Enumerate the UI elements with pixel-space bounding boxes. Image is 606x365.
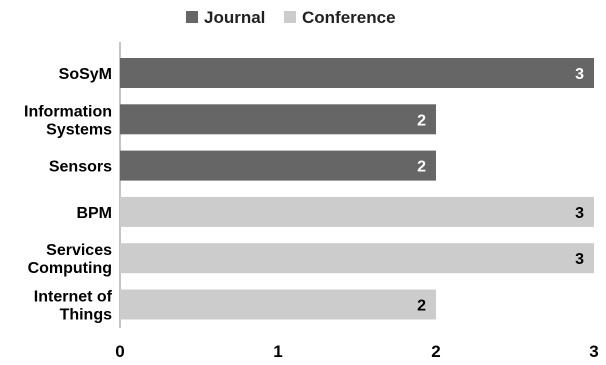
bar-value-label: 3 xyxy=(575,205,584,222)
bar xyxy=(120,104,436,135)
bar xyxy=(120,243,594,274)
x-tick-label: 3 xyxy=(589,342,598,361)
bar xyxy=(120,150,436,181)
bar-value-label: 2 xyxy=(417,159,426,176)
bar xyxy=(120,58,594,88)
legend-label-conference: Conference xyxy=(302,8,396,27)
category-label: Internet of Things xyxy=(34,289,113,324)
bar-value-label: 2 xyxy=(417,112,426,129)
legend-swatch-journal xyxy=(186,11,198,23)
category-label: Sensors xyxy=(49,159,112,176)
bar-value-label: 2 xyxy=(417,298,426,315)
legend-label-journal: Journal xyxy=(204,8,265,27)
category-label: Services Computing xyxy=(28,242,113,277)
category-labels: SoSyM Information Systems Sensors BPM Service… xyxy=(24,66,113,324)
category-label: Information Systems xyxy=(24,103,112,138)
x-tick-labels: 0 1 2 3 xyxy=(115,342,598,361)
bar-value-label: 3 xyxy=(575,66,584,83)
bars-group: 3 2 2 3 3 2 xyxy=(120,58,594,320)
x-tick-label: 2 xyxy=(431,342,440,361)
bar-value-label: 3 xyxy=(575,251,584,268)
bar xyxy=(120,196,594,227)
legend: Journal Conference xyxy=(186,8,396,27)
category-label: BPM xyxy=(76,205,112,222)
x-tick-label: 1 xyxy=(273,342,282,361)
legend-swatch-conference xyxy=(284,11,296,23)
bar xyxy=(120,289,436,320)
x-tick-label: 0 xyxy=(115,342,124,361)
category-label: SoSyM xyxy=(59,66,112,83)
